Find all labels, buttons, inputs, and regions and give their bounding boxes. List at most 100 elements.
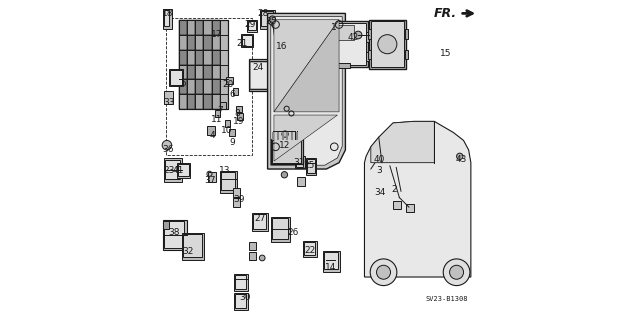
Text: 38: 38: [168, 228, 180, 237]
Text: 20: 20: [222, 80, 234, 89]
Text: 31: 31: [294, 158, 305, 167]
Text: FR.: FR.: [433, 7, 456, 20]
Bar: [250, 62, 273, 88]
Bar: [335, 26, 355, 40]
Text: 3: 3: [376, 166, 381, 175]
Bar: [214, 110, 220, 117]
Bar: [236, 106, 242, 113]
Text: 42: 42: [348, 33, 359, 42]
Text: 27: 27: [254, 214, 266, 223]
Text: 28: 28: [257, 9, 269, 18]
Bar: [207, 126, 215, 135]
Bar: [170, 70, 182, 85]
Polygon shape: [371, 122, 435, 163]
Bar: [366, 51, 369, 61]
Circle shape: [370, 259, 397, 286]
Bar: [179, 94, 187, 109]
Bar: [204, 94, 212, 109]
Text: 33: 33: [163, 98, 175, 107]
Text: 2: 2: [392, 185, 397, 194]
Bar: [179, 79, 187, 94]
Bar: [179, 64, 187, 79]
Bar: [225, 120, 230, 127]
Text: 13: 13: [219, 166, 230, 175]
Bar: [241, 35, 252, 46]
Text: 12: 12: [280, 141, 291, 150]
Bar: [306, 158, 316, 175]
Bar: [195, 35, 204, 50]
Bar: [253, 214, 266, 229]
Text: 14: 14: [325, 263, 337, 272]
Polygon shape: [274, 20, 339, 112]
Polygon shape: [274, 115, 337, 161]
Bar: [187, 64, 195, 79]
Circle shape: [378, 35, 397, 54]
Bar: [221, 172, 235, 190]
Circle shape: [269, 16, 276, 22]
Polygon shape: [268, 13, 346, 169]
Bar: [303, 241, 317, 257]
Bar: [271, 139, 303, 164]
Polygon shape: [271, 17, 342, 165]
Polygon shape: [364, 122, 471, 277]
Text: 41: 41: [173, 166, 184, 175]
Bar: [195, 94, 204, 109]
Text: 25: 25: [303, 161, 315, 170]
Text: 36: 36: [162, 145, 173, 154]
Bar: [164, 158, 182, 182]
Bar: [164, 91, 173, 104]
Circle shape: [444, 259, 470, 286]
Text: 4: 4: [209, 131, 215, 140]
Bar: [187, 20, 195, 35]
Text: 43: 43: [456, 155, 467, 164]
Text: 17: 17: [211, 30, 223, 39]
Circle shape: [355, 31, 362, 39]
Bar: [220, 102, 226, 109]
Bar: [183, 234, 202, 257]
Bar: [169, 69, 184, 86]
Bar: [179, 35, 187, 50]
Bar: [164, 10, 170, 26]
Text: 19: 19: [233, 117, 244, 126]
Bar: [235, 294, 246, 308]
Bar: [212, 79, 220, 94]
Bar: [212, 94, 220, 109]
Bar: [330, 33, 333, 42]
Bar: [195, 79, 204, 94]
Circle shape: [376, 265, 390, 279]
Bar: [295, 156, 305, 168]
Bar: [406, 204, 413, 212]
Text: 32: 32: [182, 247, 194, 256]
Text: 35: 35: [265, 17, 276, 26]
Bar: [212, 64, 220, 79]
Bar: [212, 35, 220, 50]
Bar: [372, 170, 380, 181]
Bar: [260, 11, 273, 26]
Bar: [179, 50, 187, 64]
Text: SV23-B1308: SV23-B1308: [426, 296, 468, 302]
Text: 21: 21: [237, 39, 248, 48]
Text: 34: 34: [374, 188, 386, 197]
Bar: [187, 79, 195, 94]
Bar: [234, 274, 248, 291]
Bar: [212, 50, 220, 64]
Text: 15: 15: [440, 48, 451, 58]
Bar: [230, 129, 235, 136]
Text: 40: 40: [373, 155, 385, 164]
Bar: [204, 79, 212, 94]
Bar: [248, 59, 276, 91]
Bar: [260, 10, 275, 29]
Polygon shape: [274, 20, 339, 112]
Bar: [163, 9, 172, 29]
Bar: [332, 23, 365, 65]
Bar: [166, 18, 252, 155]
Circle shape: [281, 172, 287, 178]
Bar: [323, 251, 340, 271]
Bar: [187, 50, 195, 64]
Bar: [227, 77, 234, 84]
Bar: [335, 63, 349, 68]
Bar: [366, 33, 369, 42]
Bar: [369, 20, 406, 69]
Text: 5: 5: [180, 79, 186, 88]
Bar: [307, 159, 315, 173]
